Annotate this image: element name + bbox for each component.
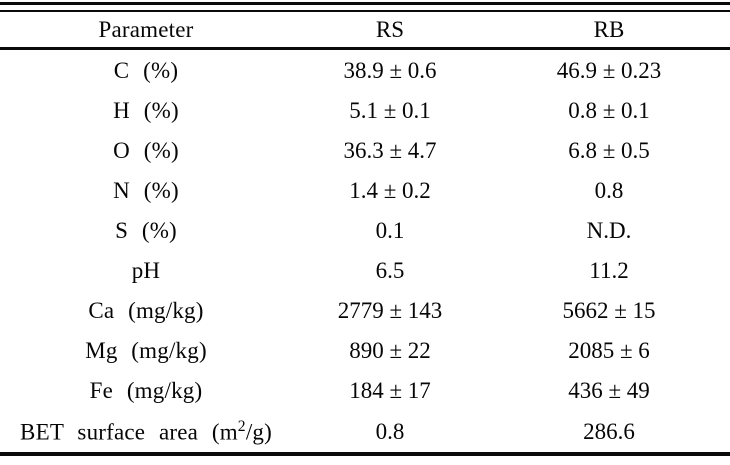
- rb-value-cell: 0.8: [594, 177, 624, 203]
- table-header-row: Parameter RS RB: [0, 12, 730, 47]
- superscript: 2: [237, 417, 246, 435]
- rs-value-cell: 890 ± 22: [349, 337, 431, 363]
- column-header-rs: RS: [375, 17, 405, 42]
- rs-value-cell: 6.5: [375, 257, 405, 283]
- table-row: Fe (mg/kg) 184 ± 17 436 ± 49: [0, 370, 730, 410]
- rb-value-cell: 0.8 ± 0.1: [568, 97, 650, 123]
- parameter-cell: H (%): [113, 97, 179, 123]
- parameter-cell: Ca (mg/kg): [88, 297, 204, 323]
- column-header-parameter: Parameter: [98, 17, 194, 42]
- rb-value-cell: 286.6: [583, 418, 635, 444]
- parameter-cell: Fe (mg/kg): [89, 377, 203, 403]
- parameter-cell: BET surface area (m2/g): [20, 417, 272, 445]
- table-row: H (%) 5.1 ± 0.1 0.8 ± 0.1: [0, 90, 730, 130]
- rs-value-cell: 0.1: [375, 217, 405, 243]
- rb-value-cell: 46.9 ± 0.23: [556, 57, 662, 83]
- table-header-rule: [0, 47, 730, 50]
- rb-value-cell: 6.8 ± 0.5: [568, 137, 650, 163]
- rb-value-cell: 11.2: [589, 257, 629, 283]
- table-row: O (%) 36.3 ± 4.7 6.8 ± 0.5: [0, 130, 730, 170]
- column-header-rb: RB: [593, 17, 625, 42]
- parameter-cell: O (%): [113, 137, 179, 163]
- table-row: Mg (mg/kg) 890 ± 22 2085 ± 6: [0, 330, 730, 370]
- rs-value-cell: 38.9 ± 0.6: [343, 57, 437, 83]
- parameter-cell: pH: [131, 257, 161, 283]
- parameter-cell: S (%): [115, 217, 177, 243]
- rs-value-cell: 36.3 ± 4.7: [343, 137, 437, 163]
- table-row: pH 6.5 11.2: [0, 250, 730, 290]
- parameter-cell: C (%): [113, 57, 179, 83]
- rs-value-cell: 1.4 ± 0.2: [349, 177, 431, 203]
- table-top-rule-outer: [0, 2, 730, 5]
- parameter-cell: Mg (mg/kg): [85, 337, 207, 363]
- rs-value-cell: 184 ± 17: [349, 377, 431, 403]
- table-row: C (%) 38.9 ± 0.6 46.9 ± 0.23: [0, 50, 730, 90]
- table-top-rule-inner: [0, 10, 730, 12]
- table-row: N (%) 1.4 ± 0.2 0.8: [0, 170, 730, 210]
- rb-value-cell: 2085 ± 6: [568, 337, 650, 363]
- table-bottom-rule: [0, 452, 730, 456]
- rb-value-cell: 436 ± 49: [568, 377, 650, 403]
- table-row: BET surface area (m2/g) 0.8 286.6: [0, 410, 730, 452]
- rb-value-cell: 5662 ± 15: [562, 297, 656, 323]
- rb-value-cell: N.D.: [586, 217, 632, 243]
- table-row: S (%) 0.1 N.D.: [0, 210, 730, 250]
- rs-value-cell: 2779 ± 143: [337, 297, 443, 323]
- table-row: Ca (mg/kg) 2779 ± 143 5662 ± 15: [0, 290, 730, 330]
- parameter-cell: N (%): [113, 177, 179, 203]
- rs-value-cell: 0.8: [375, 418, 405, 444]
- rs-value-cell: 5.1 ± 0.1: [349, 97, 431, 123]
- table-body: C (%) 38.9 ± 0.6 46.9 ± 0.23 H (%) 5.1 ± 0.1…: [0, 50, 730, 452]
